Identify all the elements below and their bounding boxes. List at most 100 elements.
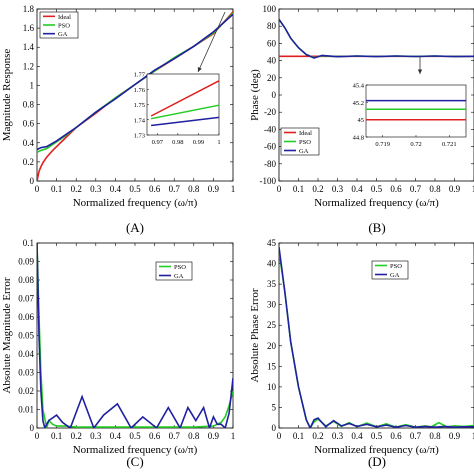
chart-panel-2: 0 0.1 0.2 0.3 0.4 0.5 0.6 0.7 0.8 0.9 1 -100 -80 -60 -…	[249, 4, 474, 235]
inset-x-tick-label: 0.99	[193, 139, 204, 146]
y-tick-label: -40	[264, 124, 276, 134]
series-line-ga	[37, 243, 233, 428]
series-line-ga	[37, 13, 233, 151]
x-tick-label: 0.2	[71, 431, 82, 441]
y-tick-label: 5	[272, 402, 277, 412]
x-tick-label: 0.9	[208, 431, 220, 441]
x-tick-label: 0	[277, 184, 282, 194]
y-tick-label: 0.02	[18, 386, 34, 396]
y-axis-label: Absolute Phase Error	[249, 288, 261, 382]
y-tick-label: 40	[267, 56, 277, 66]
y-tick-label: 0	[30, 176, 35, 186]
x-tick-label: 0	[277, 431, 282, 441]
x-axis-label: Normalized frequency (ω/π)	[73, 197, 198, 209]
series-line-ga	[279, 18, 474, 59]
y-tick-label: 0.01	[18, 405, 34, 415]
x-tick-label: 0.8	[429, 431, 441, 441]
x-tick-label: 0.1	[51, 431, 62, 441]
x-axis-label: Normalized frequency (ω/π)	[314, 197, 439, 209]
x-tick-label: 1	[472, 431, 474, 441]
x-tick-label: 0.4	[351, 184, 363, 194]
inset-x-tick-label: 0.97	[152, 139, 164, 146]
x-tick-label: 0.4	[351, 431, 363, 441]
x-tick-label: 0.5	[129, 184, 141, 194]
inset-y-tick-label: 1.77	[134, 72, 146, 79]
y-tick-label: 1.2	[23, 61, 34, 71]
x-tick-label: 0.7	[169, 184, 181, 194]
x-tick-label: 0.7	[410, 431, 422, 441]
panel-label: (C)	[126, 454, 143, 469]
y-tick-label: 0.4	[23, 138, 35, 148]
x-tick-label: 0.2	[312, 184, 323, 194]
y-tick-label: 35	[267, 279, 277, 289]
y-tick-label: 100	[263, 4, 277, 14]
x-tick-label: 1	[472, 184, 474, 194]
inset-frame	[365, 84, 467, 138]
legend-label-ga: GA	[174, 273, 184, 280]
y-tick-label: 20	[267, 341, 277, 351]
legend-label-ideal: Ideal	[58, 14, 71, 21]
x-tick-label: 0.6	[390, 184, 402, 194]
y-tick-label: 0.09	[18, 257, 34, 267]
x-tick-label: 0.5	[371, 184, 383, 194]
inset-x-tick-label: 1	[217, 139, 220, 146]
x-tick-label: 0.2	[71, 184, 82, 194]
inset-x-tick-label: 0.719	[375, 141, 390, 148]
panel-label: (A)	[126, 220, 144, 235]
y-tick-label: 0.03	[18, 368, 34, 378]
y-tick-label: 0.6	[23, 119, 35, 129]
y-tick-label: 0.04	[18, 349, 34, 359]
chart-panel-4: 0 0.1 0.2 0.3 0.4 0.5 0.6 0.7 0.8 0.9 105101520253…	[249, 238, 474, 469]
y-tick-label: 1.4	[23, 42, 35, 52]
series-line-ga	[279, 246, 474, 428]
inset-series-line-ga	[151, 116, 220, 127]
inset-y-tick-label: 1.75	[134, 102, 145, 109]
y-tick-label: 0.08	[18, 275, 34, 285]
y-tick-label: 1.6	[23, 23, 35, 33]
inset-frame	[146, 73, 220, 136]
y-tick-label: -60	[264, 142, 276, 152]
chart-panel-3: 0 0.1 0.2 0.3 0.4 0.5 0.6 0.7 0.8 0.9 1 0 0.01 0.02 0.…	[1, 238, 235, 469]
y-tick-label: 0.2	[23, 157, 34, 167]
y-axis-label: Magnitude Response	[1, 49, 13, 142]
y-axis-label: Phase (deg)	[249, 69, 261, 121]
inset-x-tick-label: 0.72	[410, 141, 421, 148]
x-tick-label: 0.8	[429, 184, 441, 194]
x-axis-label: Normalized frequency (ω/π)	[73, 444, 198, 456]
y-tick-label: 10	[267, 382, 277, 392]
inset-arrow-head	[197, 67, 202, 72]
x-tick-label: 0.7	[410, 184, 422, 194]
x-tick-label: 0.2	[312, 431, 323, 441]
y-tick-label: 60	[267, 38, 277, 48]
legend-label-pso: PSO	[58, 23, 70, 30]
y-tick-label: 0.07	[18, 294, 34, 304]
x-tick-label: 0.6	[149, 184, 161, 194]
inset-series-line-pso	[150, 104, 220, 120]
x-tick-label: 0	[35, 431, 40, 441]
inset-zoom: 0.97 0.98 0.99 1 1.73 1.74 1.75 1.76 1.77	[134, 11, 226, 146]
inset-y-tick-label: 45.2	[353, 100, 364, 107]
panel-label: (B)	[368, 220, 385, 235]
x-tick-label: 0.4	[110, 431, 122, 441]
inset-series-line-ideal	[150, 80, 220, 117]
x-tick-label: 0.1	[293, 431, 304, 441]
x-tick-label: 0.7	[169, 431, 181, 441]
y-tick-label: 20	[267, 73, 277, 83]
legend-label-ga: GA	[299, 148, 309, 155]
inset-x-tick-label: 0.721	[442, 141, 457, 148]
inset-y-tick-label: 1.76	[134, 87, 146, 94]
y-tick-label: -100	[260, 176, 277, 186]
y-tick-label: 1	[30, 80, 35, 90]
x-tick-label: 0.1	[293, 184, 304, 194]
x-tick-label: 0.3	[332, 184, 344, 194]
legend-label-pso: PSO	[299, 139, 311, 146]
y-tick-label: 40	[267, 259, 277, 269]
inset-y-tick-label: 1.74	[134, 117, 146, 124]
x-tick-label: 0.9	[449, 431, 461, 441]
x-tick-label: 0.1	[51, 184, 62, 194]
inset-y-tick-label: 45.4	[353, 83, 365, 90]
x-tick-label: 0.3	[90, 184, 102, 194]
